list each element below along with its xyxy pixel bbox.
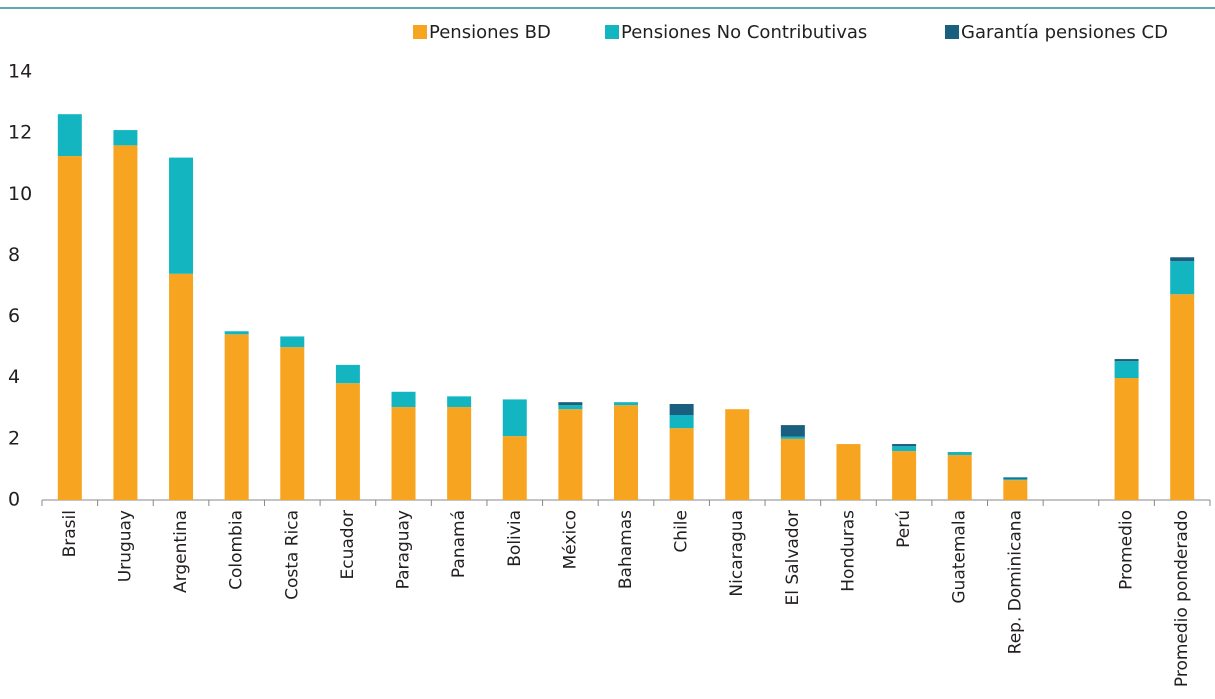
legend-label: Pensiones BD — [429, 22, 551, 43]
bar-segment — [780, 436, 805, 439]
legend: Pensiones BD Pensiones No Contributivas Ga… — [413, 22, 1168, 43]
x-tick-label: Nicaragua — [727, 510, 747, 597]
bar-segment — [1003, 480, 1028, 500]
bar-segment — [1170, 257, 1195, 262]
x-tick-label: Panamá — [449, 510, 469, 578]
bar-segment — [335, 383, 360, 500]
bar-segment — [224, 334, 249, 500]
legend-swatch — [605, 25, 619, 39]
bar-segment — [502, 399, 527, 437]
bar-segment — [280, 336, 305, 348]
x-tick-label: El Salvador — [783, 510, 803, 605]
bar-segment — [57, 114, 82, 157]
bar-segment — [335, 364, 360, 384]
bar-segment — [1114, 361, 1139, 379]
x-tick-label: Guatemala — [950, 510, 970, 604]
bar-segment — [502, 436, 527, 500]
y-tick-label: 14 — [8, 61, 32, 83]
bar-segment — [558, 409, 583, 500]
x-tick-label: Promedio — [1117, 510, 1137, 590]
x-tick-label: Colombia — [227, 510, 247, 590]
x-tick-label: Brasil — [60, 510, 80, 557]
bar-segment — [558, 402, 583, 406]
x-tick-label: Bahamas — [616, 510, 636, 589]
bar-segment — [1114, 359, 1139, 362]
x-tick-label: Costa Rica — [282, 510, 302, 600]
y-tick-label: 0 — [8, 489, 20, 511]
bar-segment — [614, 402, 638, 406]
bar-segment — [57, 156, 82, 501]
bar-segment — [558, 405, 583, 410]
bar-segment — [836, 444, 861, 500]
bar-segment — [669, 415, 694, 429]
x-tick-label: Argentina — [171, 510, 191, 593]
y-tick-label: 4 — [8, 366, 20, 388]
bar-segment — [224, 331, 249, 335]
legend-label: Pensiones No Contributivas — [621, 22, 867, 43]
bar-segment — [169, 157, 194, 274]
x-tick-label: México — [560, 510, 580, 569]
x-tick-label: Chile — [672, 510, 692, 553]
x-tick-label: Rep. Dominicana — [1005, 510, 1025, 654]
y-tick-label: 12 — [8, 122, 32, 144]
legend-swatch — [945, 25, 959, 39]
legend-swatch — [413, 25, 427, 39]
bar-segment — [447, 407, 472, 500]
bar-segment — [391, 391, 416, 408]
bar-segment — [892, 446, 917, 452]
bar-segment — [113, 145, 138, 500]
bar-segment — [169, 273, 194, 500]
bar-segment — [113, 130, 138, 146]
bar-segment — [947, 455, 972, 500]
bar-segment — [1003, 477, 1028, 479]
bar-segment — [1003, 478, 1028, 481]
y-tick-label: 2 — [8, 427, 20, 449]
x-tick-label: Perú — [894, 510, 914, 548]
y-tick-label: 6 — [8, 305, 20, 327]
bar-segment — [1170, 294, 1195, 500]
legend-label: Garantía pensiones CD — [961, 22, 1168, 43]
bar-segment — [669, 404, 694, 416]
y-tick-label: 8 — [8, 244, 20, 266]
bar-segment — [780, 438, 805, 500]
bar-segment — [669, 428, 694, 500]
x-tick-label: Bolivia — [505, 510, 525, 567]
bar-segment — [1114, 378, 1139, 500]
bar-segment — [725, 409, 750, 500]
x-tick-label: Ecuador — [338, 510, 358, 579]
bar-segment — [780, 425, 805, 437]
x-tick-label: Promedio ponderado — [1172, 510, 1192, 687]
y-tick-label: 10 — [8, 183, 32, 205]
x-tick-label: Honduras — [838, 510, 858, 592]
bar-segment — [947, 452, 972, 456]
bar-segment — [447, 396, 472, 408]
bar-segment — [892, 444, 917, 447]
bar-segment — [391, 407, 416, 500]
bar-segment — [280, 347, 305, 500]
bar-segment — [1170, 261, 1195, 295]
bar-segment — [892, 451, 917, 500]
x-tick-label: Uruguay — [115, 510, 135, 582]
x-tick-label: Paraguay — [394, 510, 414, 589]
bar-segment — [614, 405, 638, 500]
